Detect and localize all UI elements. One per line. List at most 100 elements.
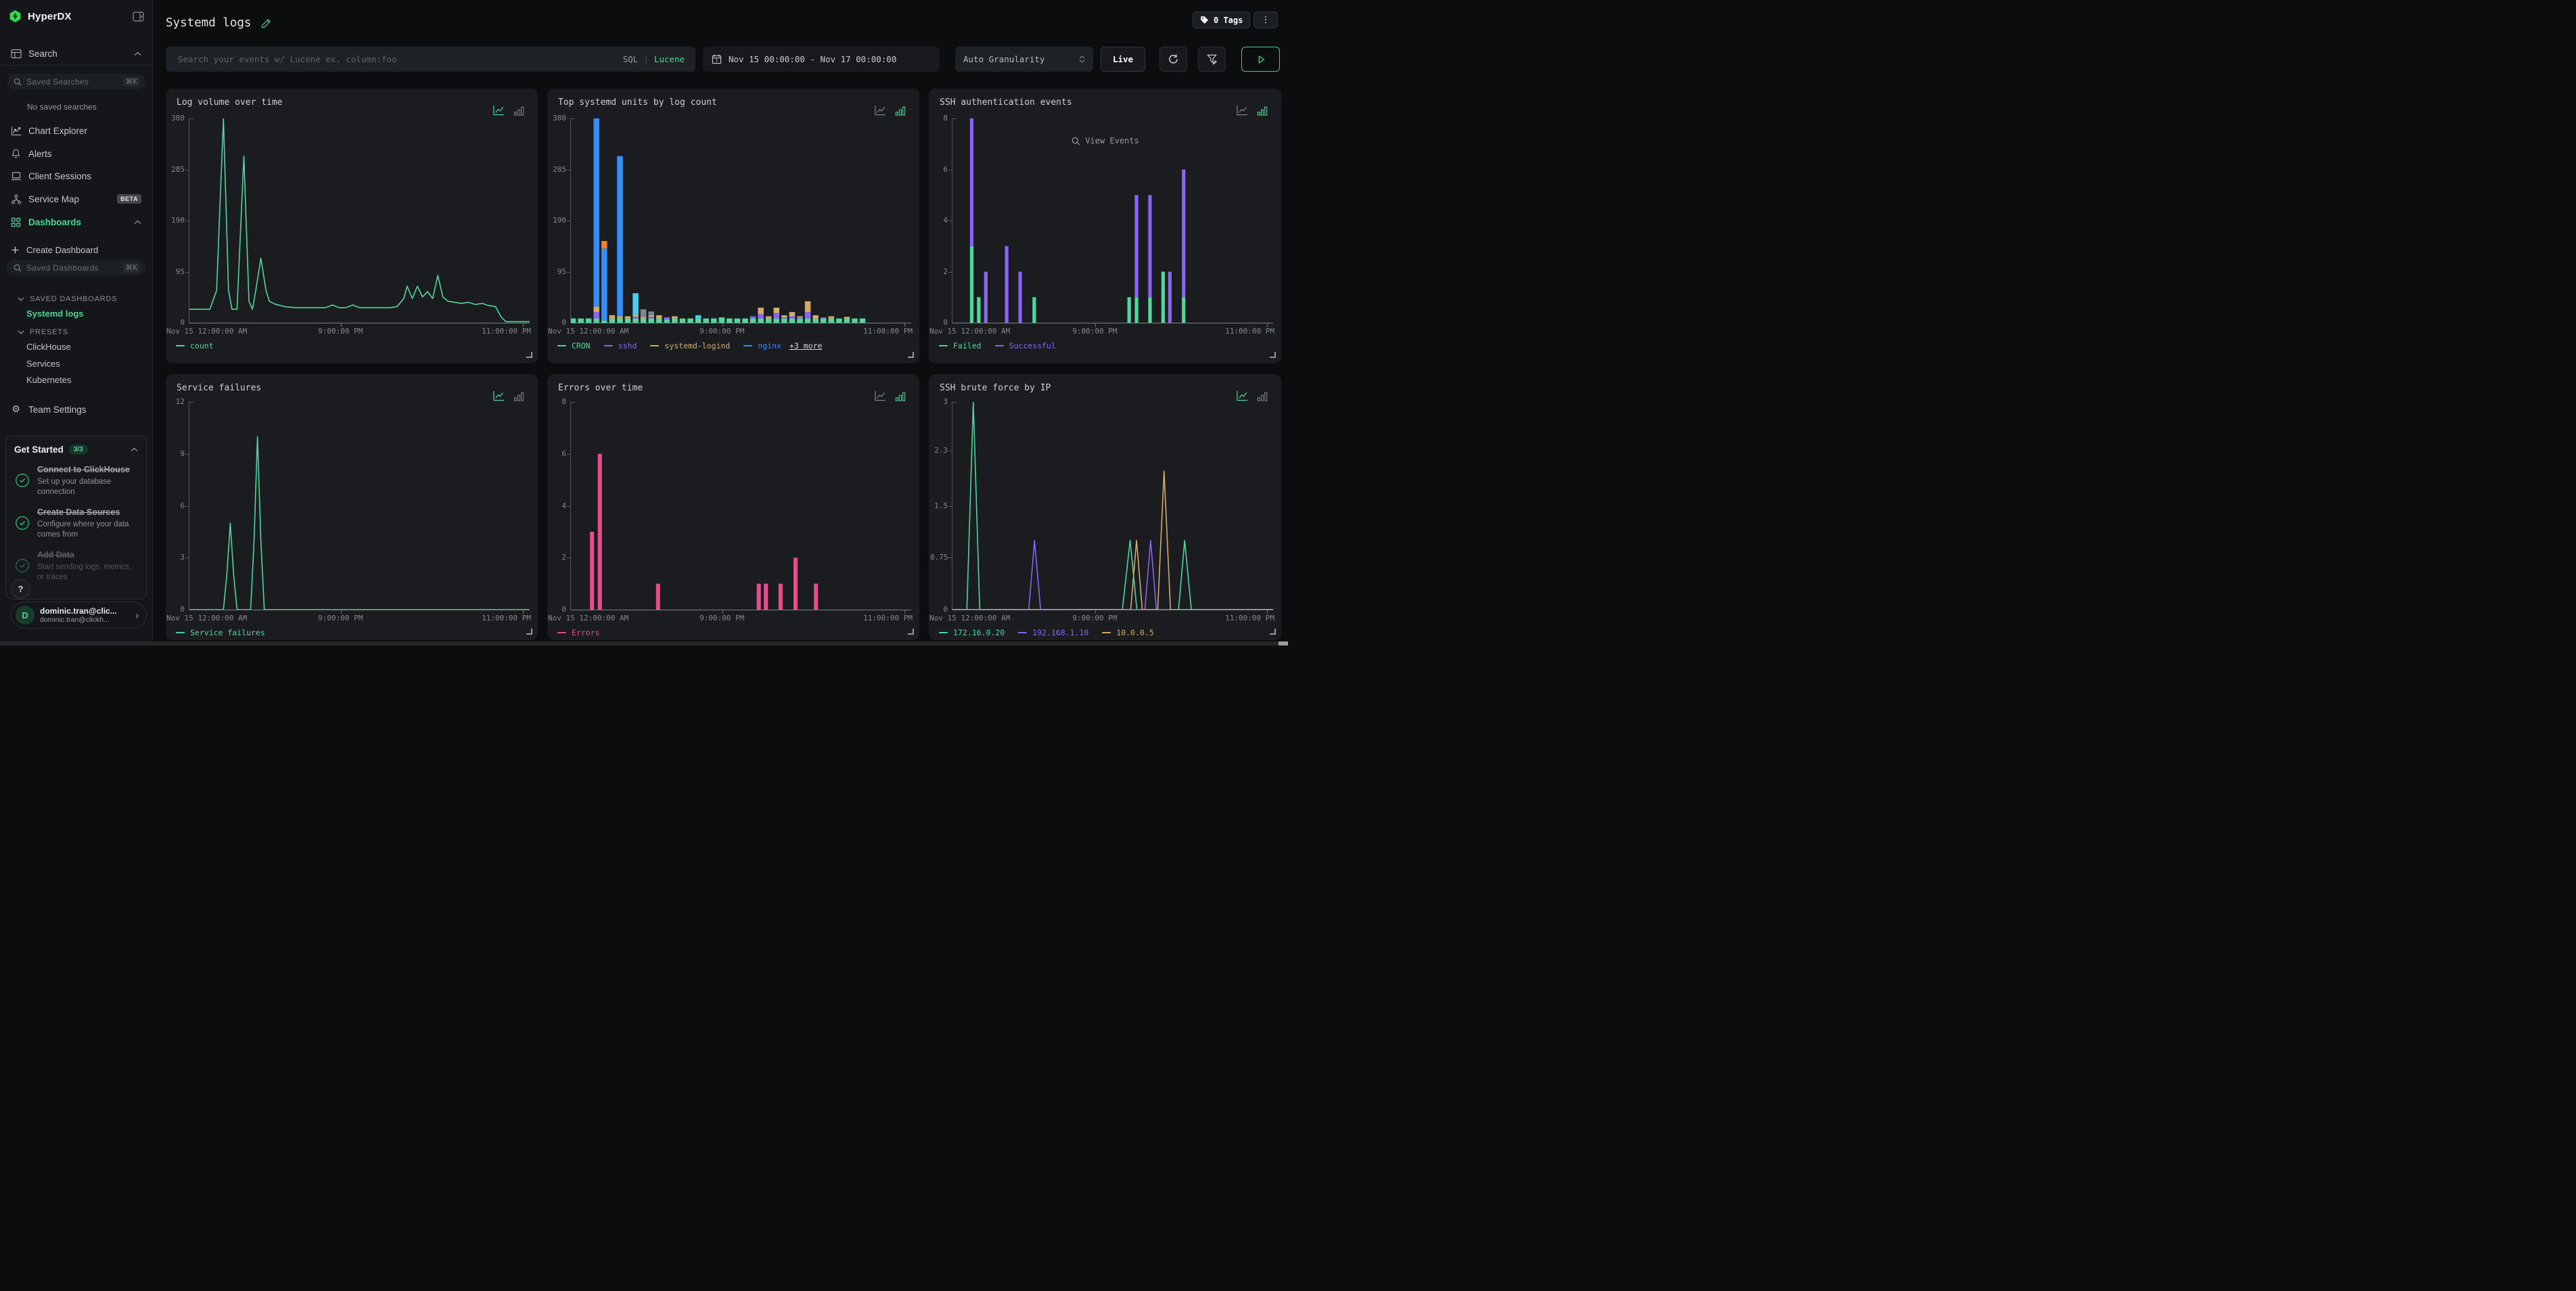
filter-button[interactable] [1198,47,1226,72]
chart-plot-area[interactable] [570,118,911,323]
bar-chart-toggle-icon[interactable] [513,106,524,116]
help-button[interactable]: ? [11,579,30,599]
sidebar-item-kubernetes[interactable]: Kubernetes [26,375,72,385]
chart-plot-area[interactable] [189,118,530,323]
chevron-up-icon[interactable] [134,51,141,56]
sidebar: HyperDX Search Saved Searches ⌘K No save… [0,0,153,646]
legend-more-link[interactable]: +3 more [789,341,822,350]
sidebar-item-services[interactable]: Services [26,359,60,369]
panel-top-systemd-units[interactable]: Top systemd units by log count 380285190… [547,89,919,363]
line-chart-toggle-icon[interactable] [1236,105,1249,116]
panel-service-failures[interactable]: Service failures 129630Nov 15 12:00:00 A… [166,374,538,640]
get-started-step-connect[interactable]: Connect to ClickHouse Set up your databa… [14,463,138,497]
legend-item[interactable]: Successful [995,341,1056,350]
panel-errors-over-time[interactable]: Errors over time 86420Nov 15 12:00:00 AM… [547,374,919,640]
user-menu[interactable]: D dominic.tran@clic... dominic.tran@clic… [11,602,147,629]
bar-segment [672,319,678,323]
panel-ssh-brute-force-by-ip[interactable]: SSH brute force by IP 32.31.50.750Nov 15… [929,374,1281,640]
bar-segment [1148,297,1151,323]
sidebar-item-clickhouse[interactable]: ClickHouse [26,342,71,352]
x-axis-label: 11:00:00 PM [482,614,531,622]
live-button[interactable]: Live [1101,47,1145,72]
x-axis-labels: Nov 15 12:00:00 AM9:00:00 PM11:00:00 PM [570,327,911,336]
legend-item[interactable]: 10.0.0.5 [1102,628,1153,637]
bar-segment [664,317,670,319]
sidebar-collapse-icon[interactable] [133,12,144,22]
sidebar-item-client-sessions[interactable]: Client Sessions [0,167,152,185]
search-icon [14,264,22,272]
search-input[interactable] [177,53,618,65]
bar-segment [829,319,835,323]
line-chart-toggle-icon[interactable] [874,390,887,402]
line-chart-toggle-icon[interactable] [1236,390,1249,402]
legend-item[interactable]: Service failures [176,628,265,637]
x-axis-label: Nov 15 12:00:00 AM [929,327,1010,336]
bar-chart-toggle-icon[interactable] [1257,106,1268,116]
y-axis-label: 4 [930,216,948,225]
legend-item[interactable]: count [176,341,214,350]
legend-item[interactable]: systemd-logind [650,341,730,350]
legend-item[interactable]: 172.16.0.20 [939,628,1005,637]
chart-plot-area[interactable] [952,402,1273,610]
view-events-link[interactable]: View Events [1071,136,1138,145]
legend-item[interactable]: sshd [604,341,637,350]
sidebar-item-systemd-logs[interactable]: Systemd logs [26,309,84,319]
horizontal-scrollbar[interactable] [0,641,1288,646]
chevron-right-icon: › [135,609,139,622]
line-chart-toggle-icon[interactable] [874,105,887,116]
sidebar-item-alerts[interactable]: Alerts [0,145,152,162]
sidebar-item-chart-explorer[interactable]: Chart Explorer [0,122,152,139]
bar-segment [766,319,772,323]
lucene-mode-toggle[interactable]: Lucene [654,54,685,64]
bar-segment [797,317,803,319]
legend-label: Service failures [190,628,265,637]
legend-dash [995,345,1004,346]
presets-section-header[interactable]: PRESETS [18,325,145,339]
run-query-button[interactable] [1241,47,1280,72]
line-chart-toggle-icon[interactable] [492,390,505,402]
bar-chart-toggle-icon[interactable] [1257,391,1268,402]
chevron-up-icon[interactable] [131,447,138,452]
sidebar-item-dashboards[interactable]: Dashboards [0,213,152,231]
legend-item[interactable]: CRON [557,341,591,350]
legend-item[interactable]: Failed [939,341,982,350]
bar-chart-toggle-icon[interactable] [895,391,906,402]
saved-dashboards-section-header[interactable]: SAVED DASHBOARDS [18,292,145,306]
legend-item[interactable]: nginx [743,341,781,350]
line-series-172.16.0.20 [952,402,1273,610]
chart-plot-area[interactable] [570,402,911,610]
tags-button[interactable]: 0 Tags [1193,12,1250,28]
panel-log-volume-over-time[interactable]: Log volume over time 380285190950Nov 15 … [166,89,538,363]
bar-segment [593,312,599,319]
legend-item[interactable]: 192.168.1.10 [1018,628,1088,637]
date-range-picker[interactable]: 1 Nov 15 00:00:00 - Nov 17 00:00:00 [703,47,940,72]
refresh-button[interactable] [1159,47,1187,72]
chevron-up-icon[interactable] [134,220,141,225]
bar-segment [648,319,654,323]
sidebar-item-search[interactable]: Search [0,45,152,62]
edit-title-icon[interactable] [261,18,271,28]
create-dashboard-button[interactable]: Create Dashboard [0,241,152,258]
sidebar-item-team-settings[interactable]: ⚙ Team Settings [0,401,152,418]
scrollbar-thumb[interactable] [1279,641,1288,646]
saved-dashboards-input[interactable]: Saved Dashboards ⌘K [7,260,145,275]
more-options-button[interactable]: ⋮ [1254,12,1278,28]
saved-searches-input[interactable]: Saved Searches ⌘K [7,74,145,89]
bar-chart-toggle-icon[interactable] [513,391,524,402]
chart-plot-area[interactable] [952,118,1273,323]
line-chart-toggle-icon[interactable] [492,105,505,116]
bar-chart-toggle-icon[interactable] [895,106,906,116]
sidebar-item-service-map[interactable]: Service Map BETA [0,190,152,208]
sql-mode-toggle[interactable]: SQL [623,54,639,64]
panel-ssh-authentication-events[interactable]: SSH authentication events 86420Nov 15 12… [929,89,1281,363]
legend-item[interactable]: Errors [557,628,600,637]
chart-legend: Failed Successful [939,341,1056,350]
get-started-step-add-data[interactable]: Add Data Start sending logs, metrics, or… [14,549,138,583]
service-map-icon [10,194,22,204]
chart-plot-area[interactable] [189,402,530,610]
step-desc: Start sending logs, metrics, or traces [37,562,138,583]
get-started-step-sources[interactable]: Create Data Sources Configure where your… [14,506,138,540]
granularity-select[interactable]: Auto Granularity [955,47,1093,72]
bar-segment [758,308,764,315]
bar-segment [797,319,803,323]
